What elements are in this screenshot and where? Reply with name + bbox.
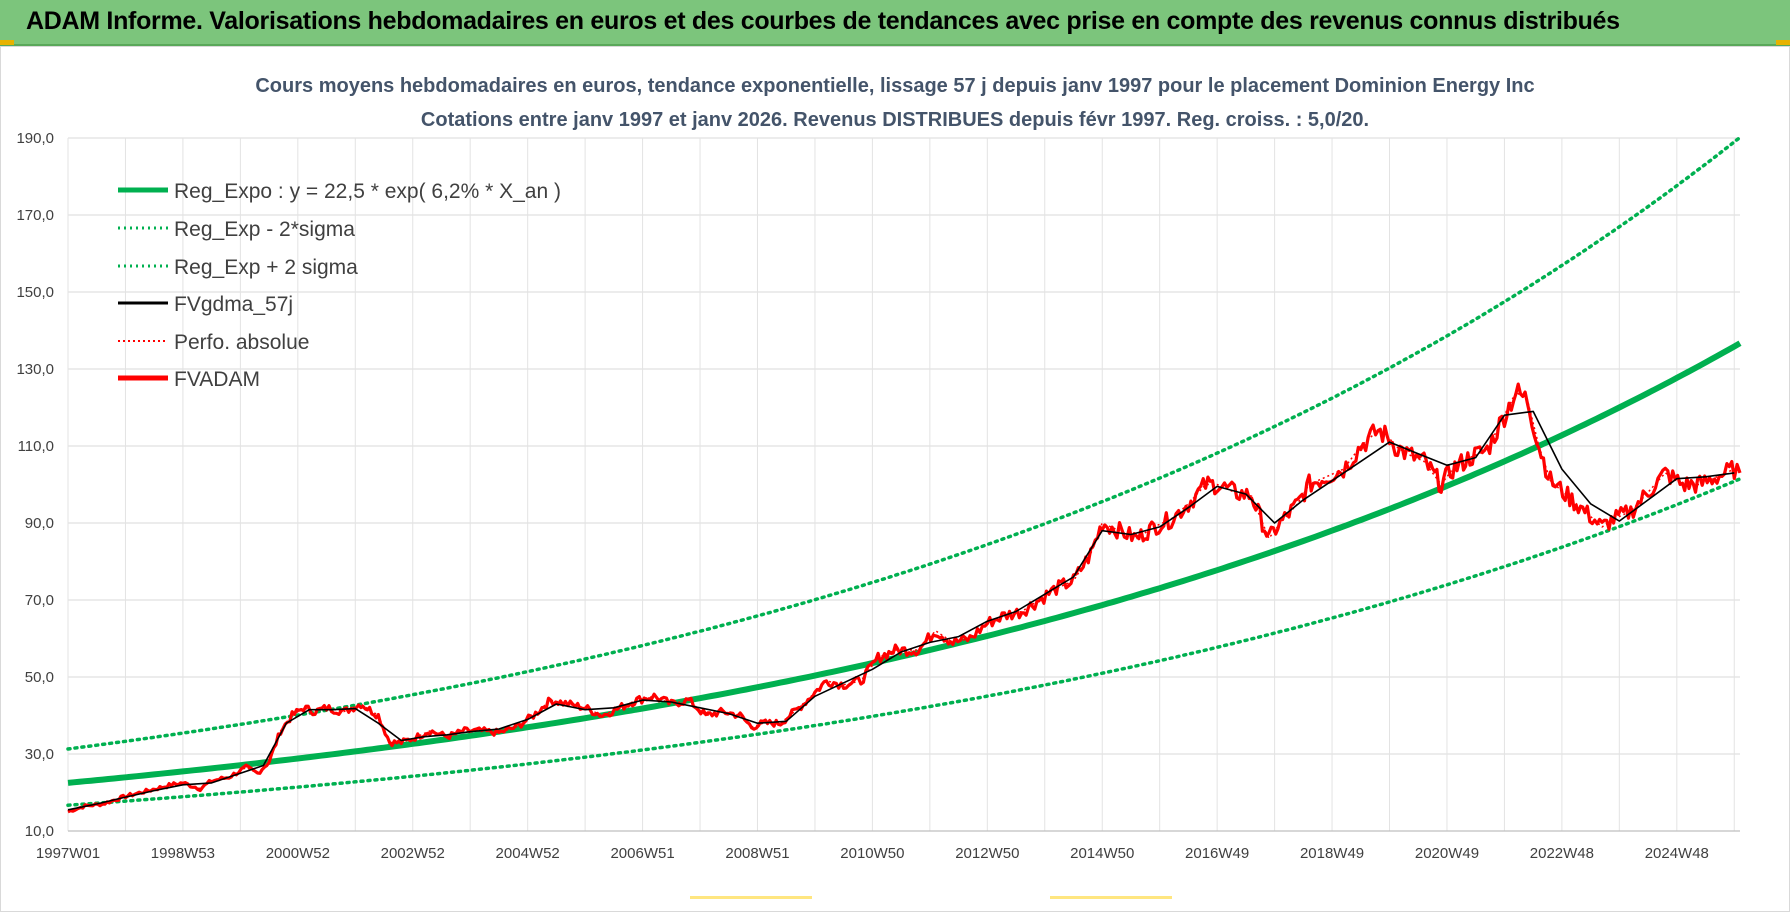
axes: 10,0 30,0 50,0 70,0 90,0 110,0 130,0 150,0 170,0… <box>16 130 1740 862</box>
x-tick-label: 2010W50 <box>840 845 904 862</box>
x-tick-label: 2024W48 <box>1645 845 1709 862</box>
x-tick-label: 1997W01 <box>36 845 100 862</box>
y-tick-label: 10,0 <box>25 823 54 840</box>
series-fvadam <box>67 382 1742 814</box>
x-tick-label: 2012W50 <box>955 845 1019 862</box>
corner-mark-right <box>1776 40 1790 45</box>
legend: Reg_Expo : y = 22,5 * exp( 6,2% * X_an )… <box>118 180 561 391</box>
y-tick-label: 190,0 <box>16 130 54 147</box>
series-perfo-absolue <box>67 391 1741 813</box>
report-banner: ADAM Informe. Valorisations hebdomadaire… <box>0 0 1790 46</box>
series-reg-exp-minus-2sigma <box>66 477 1742 807</box>
y-tick-label: 130,0 <box>16 361 54 378</box>
legend-label-reg-expo: Reg_Expo : y = 22,5 * exp( 6,2% * X_an ) <box>174 180 561 203</box>
bottom-accent-right <box>1050 896 1172 899</box>
y-tick-label: 110,0 <box>18 438 54 455</box>
x-tick-label: 2016W49 <box>1185 845 1249 862</box>
x-tick-label: 2014W50 <box>1070 845 1134 862</box>
bottom-accent-left <box>690 896 812 899</box>
y-tick-label: 70,0 <box>25 592 54 609</box>
x-tick-label: 2020W49 <box>1415 845 1479 862</box>
y-tick-label: 30,0 <box>25 746 54 763</box>
x-tick-label: 2008W51 <box>725 845 789 862</box>
y-tick-label: 50,0 <box>25 669 54 686</box>
grid <box>67 137 1740 831</box>
x-tick-label: 2004W52 <box>496 845 560 862</box>
legend-label-reg-exp-plus: Reg_Exp + 2 sigma <box>174 256 358 279</box>
legend-label-fvadam: FVADAM <box>174 368 260 391</box>
corner-mark-left <box>0 40 14 45</box>
series-fvgdma-57j <box>67 410 1735 811</box>
legend-label-reg-exp-minus: Reg_Exp - 2*sigma <box>174 218 355 241</box>
report-title: ADAM Informe. Valorisations hebdomadaire… <box>26 7 1620 35</box>
y-tick-label: 150,0 <box>16 284 54 301</box>
x-tick-label: 2002W52 <box>381 845 445 862</box>
x-tick-label: 1998W53 <box>151 845 215 862</box>
x-tick-label: 2022W48 <box>1530 845 1594 862</box>
y-tick-label: 170,0 <box>16 207 54 224</box>
legend-label-perfo-absolue: Perfo. absolue <box>174 331 309 354</box>
legend-label-fvgdma: FVgdma_57j <box>174 293 293 316</box>
line-chart: Cours moyens hebdomadaires en euros, ten… <box>16 75 1742 862</box>
series <box>66 135 1742 814</box>
chart-title-line1: Cours moyens hebdomadaires en euros, ten… <box>255 75 1534 97</box>
chart-title-line2: Cotations entre janv 1997 et janv 2026. … <box>421 109 1369 131</box>
series-reg-expo <box>67 340 1742 786</box>
x-tick-label: 2000W52 <box>266 845 330 862</box>
y-tick-label: 90,0 <box>25 515 54 532</box>
x-tick-label: 2018W49 <box>1300 845 1364 862</box>
x-tick-label: 2006W51 <box>610 845 674 862</box>
